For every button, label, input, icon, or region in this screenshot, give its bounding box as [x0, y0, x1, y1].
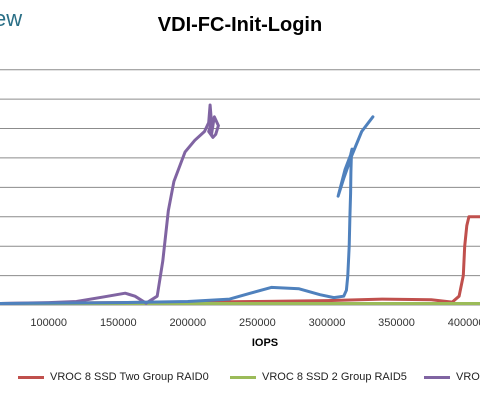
- x-tick-label-2: 200000: [169, 317, 206, 329]
- x-tick-label-0: 100000: [30, 317, 67, 329]
- legend-item-vroc: VROC: [424, 371, 480, 383]
- x-axis-title: IOPS: [251, 337, 279, 349]
- chart-title: VDI-FC-Init-Login: [157, 14, 323, 36]
- series-line-3: [0, 115, 375, 305]
- legend: VROC 8 SSD Two Group RAID0 VROC 8 SSD 2 …: [0, 371, 480, 391]
- legend-swatch-raid5: [230, 375, 256, 379]
- series-line-2: [0, 103, 220, 305]
- legend-item-raid0: VROC 8 SSD Two Group RAID0: [18, 371, 209, 383]
- legend-item-raid5: VROC 8 SSD 2 Group RAID5: [230, 371, 407, 383]
- legend-swatch-raid0: [18, 375, 44, 379]
- x-tick-label-5: 350000: [378, 317, 415, 329]
- legend-label-raid0: VROC 8 SSD Two Group RAID0: [50, 371, 209, 383]
- header-fragment: ew: [0, 6, 23, 31]
- legend-label-raid5: VROC 8 SSD 2 Group RAID5: [262, 371, 407, 383]
- series-line-0: [0, 215, 480, 305]
- legend-swatch-vroc: [424, 375, 450, 379]
- x-tick-label-4: 300000: [309, 317, 346, 329]
- x-tick-label-6: 400000: [448, 317, 480, 329]
- x-tick-label-3: 250000: [239, 317, 276, 329]
- x-tick-label-1: 150000: [100, 317, 137, 329]
- legend-label-vroc: VROC: [456, 371, 480, 383]
